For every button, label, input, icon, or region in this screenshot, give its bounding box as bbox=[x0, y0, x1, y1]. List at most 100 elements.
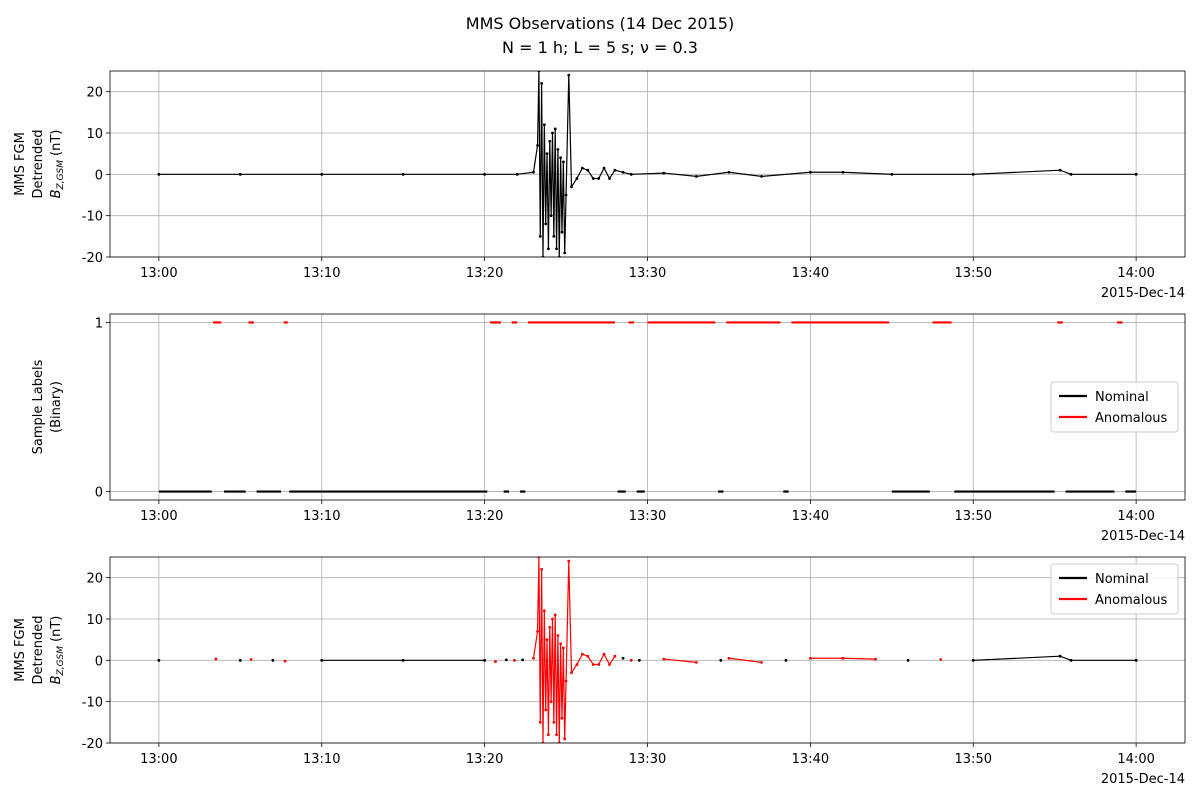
data-point bbox=[249, 658, 253, 661]
x-tick-label: 13:20 bbox=[466, 509, 503, 524]
y-tick-label: 10 bbox=[86, 127, 103, 142]
data-point bbox=[586, 168, 590, 172]
data-point bbox=[629, 172, 633, 176]
data-point bbox=[694, 175, 698, 178]
data-point bbox=[580, 652, 584, 656]
data-line bbox=[728, 657, 762, 663]
y-label-subscript: Z,GSM bbox=[56, 160, 66, 191]
y-label-line: BZ,GSM (nT) bbox=[49, 616, 66, 685]
data-point bbox=[608, 663, 611, 666]
data-point bbox=[613, 168, 617, 172]
data-point bbox=[621, 170, 625, 174]
data-point bbox=[555, 247, 558, 251]
subplot: 13:00 13:10 13:20 13:30 13:40 13:50 14:00 -20 -1… bbox=[13, 556, 1186, 787]
data-point bbox=[597, 663, 601, 666]
y-tick-label: 1 bbox=[95, 316, 103, 331]
data-point bbox=[591, 177, 595, 180]
legend-label: Nominal bbox=[1095, 390, 1149, 405]
x-tick-label: 13:50 bbox=[955, 509, 992, 524]
data-point bbox=[494, 660, 497, 663]
y-label-line: Detrended bbox=[31, 616, 46, 685]
data-point bbox=[552, 234, 556, 238]
x-tick-label: 13:10 bbox=[303, 752, 340, 767]
plot-area bbox=[158, 321, 1137, 493]
data-point bbox=[621, 656, 625, 660]
data-point bbox=[637, 658, 641, 662]
data-point bbox=[536, 144, 539, 147]
y-tick-label: -10 bbox=[82, 210, 103, 225]
x-tick-label: 13:30 bbox=[629, 266, 666, 281]
data-point bbox=[971, 658, 975, 662]
data-point bbox=[597, 177, 601, 180]
x-tick-label: 13:00 bbox=[140, 752, 177, 767]
data-point bbox=[608, 177, 611, 180]
data-point bbox=[602, 652, 606, 656]
data-point bbox=[563, 737, 567, 741]
data-point bbox=[727, 656, 731, 660]
data-point bbox=[808, 170, 812, 174]
axes-frame bbox=[109, 556, 1186, 744]
data-point bbox=[556, 634, 560, 637]
plot-area bbox=[157, 557, 1138, 743]
data-point bbox=[662, 657, 666, 661]
data-point bbox=[560, 716, 564, 720]
data-point bbox=[483, 658, 487, 662]
legend-label: Anomalous bbox=[1095, 593, 1168, 608]
legend-box bbox=[1050, 381, 1179, 433]
legend: Nominal Anomalous bbox=[1050, 563, 1179, 615]
y-axis-label: MMS FGM Detrended BZ,GSM (nT) bbox=[13, 616, 66, 685]
data-point bbox=[271, 658, 275, 662]
x-offset-label: 2015-Dec-14 bbox=[1101, 772, 1185, 787]
data-point bbox=[561, 160, 565, 164]
legend-label: Anomalous bbox=[1095, 411, 1168, 426]
data-point bbox=[1134, 172, 1138, 176]
x-tick-label: 13:40 bbox=[792, 266, 829, 281]
data-point bbox=[570, 671, 573, 675]
data-point bbox=[629, 658, 633, 662]
data-point bbox=[547, 733, 550, 737]
data-point bbox=[157, 658, 161, 662]
legend-box bbox=[1050, 563, 1179, 615]
y-tick-label: 20 bbox=[86, 86, 103, 101]
data-point bbox=[320, 658, 324, 662]
x-tick-label: 13:20 bbox=[466, 752, 503, 767]
data-point bbox=[320, 172, 324, 176]
data-point bbox=[544, 708, 548, 712]
data-point bbox=[548, 139, 552, 143]
data-point bbox=[1069, 658, 1073, 662]
data-point bbox=[513, 658, 516, 662]
data-point bbox=[553, 127, 557, 131]
x-offset-label: 2015-Dec-14 bbox=[1101, 529, 1185, 544]
x-tick-label: 13:40 bbox=[792, 509, 829, 524]
data-point bbox=[551, 617, 554, 621]
x-tick-label: 13:10 bbox=[303, 266, 340, 281]
data-point bbox=[841, 170, 845, 174]
data-point bbox=[890, 172, 894, 176]
y-tick-label: -10 bbox=[82, 696, 103, 711]
y-axis-label: MMS FGM Detrended BZ,GSM (nT) bbox=[13, 130, 66, 199]
data-point bbox=[575, 663, 579, 666]
data-point bbox=[538, 720, 542, 724]
data-point bbox=[602, 166, 606, 170]
data-point bbox=[401, 172, 405, 176]
y-tick-label: 20 bbox=[86, 572, 103, 587]
x-tick-label: 13:40 bbox=[792, 752, 829, 767]
data-line bbox=[973, 655, 1137, 661]
axes-frame bbox=[109, 313, 1186, 501]
data-point bbox=[760, 175, 763, 178]
data-point bbox=[694, 661, 698, 664]
data-point bbox=[567, 559, 571, 563]
data-point bbox=[559, 156, 563, 160]
y-label-symbol: B bbox=[49, 189, 64, 198]
x-tick-label: 13:10 bbox=[303, 509, 340, 524]
y-label-line: BZ,GSM (nT) bbox=[49, 130, 66, 199]
y-tick-label: 0 bbox=[95, 486, 103, 501]
data-point bbox=[971, 172, 975, 176]
data-line bbox=[663, 658, 697, 663]
y-label-line: Detrended bbox=[31, 130, 46, 199]
data-point bbox=[784, 658, 788, 662]
y-label-line: Sample Labels bbox=[31, 359, 46, 454]
data-point bbox=[906, 658, 910, 662]
data-point bbox=[760, 661, 763, 664]
data-point bbox=[157, 172, 161, 176]
